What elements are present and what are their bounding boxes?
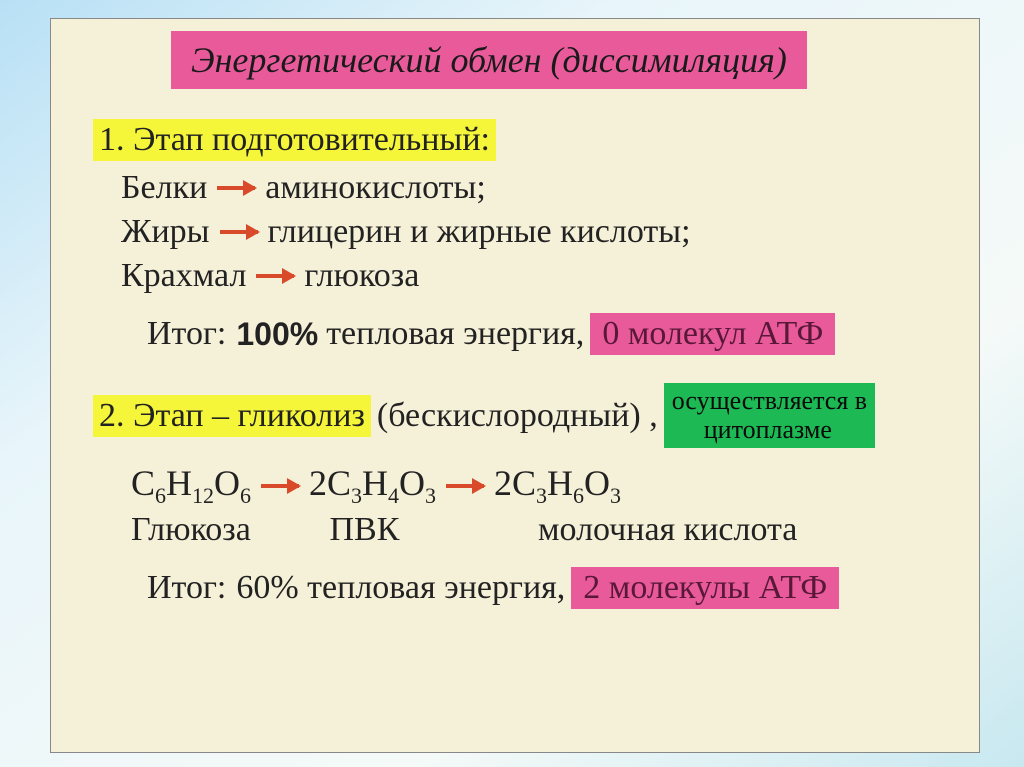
formula-l2: ПВК [330, 511, 530, 549]
stage2-itog-text: 60% тепловая энергия, [236, 569, 565, 607]
stage2-formula-labels: Глюкоза ПВК молочная кислота [131, 511, 979, 549]
stage1-row-1: Жиры глицерин и жирные кислоты; [121, 213, 979, 251]
arrow-icon [261, 484, 299, 488]
stage1-itog-percent: 100% [236, 316, 318, 353]
formula-f1: C6H12O6 [131, 462, 251, 509]
formula-f3: 2C3H6O3 [494, 462, 621, 509]
stage2-paren: (бескислородный) , [377, 397, 658, 435]
stage1-row-0-left: Белки [121, 169, 207, 207]
stage1-label: 1. Этап подготовительный: [93, 119, 496, 161]
stage1-row-0-right: аминокислоты; [265, 169, 485, 207]
stage2-heading: 2. Этап – гликолиз (бескислородный) , ос… [93, 383, 979, 448]
stage2-itog-prefix: Итог: [147, 569, 226, 607]
arrow-icon [256, 274, 294, 278]
stage1-row-1-left: Жиры [121, 213, 210, 251]
stage1-row-0: Белки аминокислоты; [121, 169, 979, 207]
arrow-icon [217, 186, 255, 190]
stage2-formula: C6H12O6 2C3H4O3 2C3H6O3 [131, 462, 979, 509]
stage2-green-line1: осуществляется в [672, 386, 867, 415]
stage2-green-line2: цитоплазме [672, 415, 832, 444]
stage1-row-2: Крахмал глюкоза [121, 257, 979, 295]
main-title: Энергетический обмен (диссимиляция) [171, 31, 807, 89]
slide-panel: Энергетический обмен (диссимиляция) 1. Э… [50, 18, 980, 753]
title-row: Энергетический обмен (диссимиляция) [51, 19, 979, 109]
stage2-green-box: осуществляется в цитоплазме [664, 383, 875, 448]
arrow-icon [220, 230, 258, 234]
stage2-itog: Итог: 60% тепловая энергия, 2 молекулы А… [147, 567, 979, 609]
arrow-icon [446, 484, 484, 488]
formula-l1: Глюкоза [131, 511, 321, 549]
stage1-heading: 1. Этап подготовительный: [93, 119, 979, 161]
stage2-label: 2. Этап – гликолиз [93, 395, 371, 437]
stage1-row-1-right: глицерин и жирные кислоты; [268, 213, 691, 251]
formula-f2: 2C3H4O3 [309, 462, 436, 509]
stage1-itog-text: тепловая энергия, [326, 315, 584, 353]
stage1-atp: 0 молекул АТФ [590, 313, 835, 355]
stage1-row-2-left: Крахмал [121, 257, 246, 295]
stage1-itog-prefix: Итог: [147, 315, 226, 353]
stage1-itog: Итог: 100% тепловая энергия, 0 молекул А… [147, 313, 979, 355]
stage2-atp: 2 молекулы АТФ [571, 567, 839, 609]
stage1-row-2-right: глюкоза [304, 257, 419, 295]
formula-l3: молочная кислота [538, 511, 797, 548]
